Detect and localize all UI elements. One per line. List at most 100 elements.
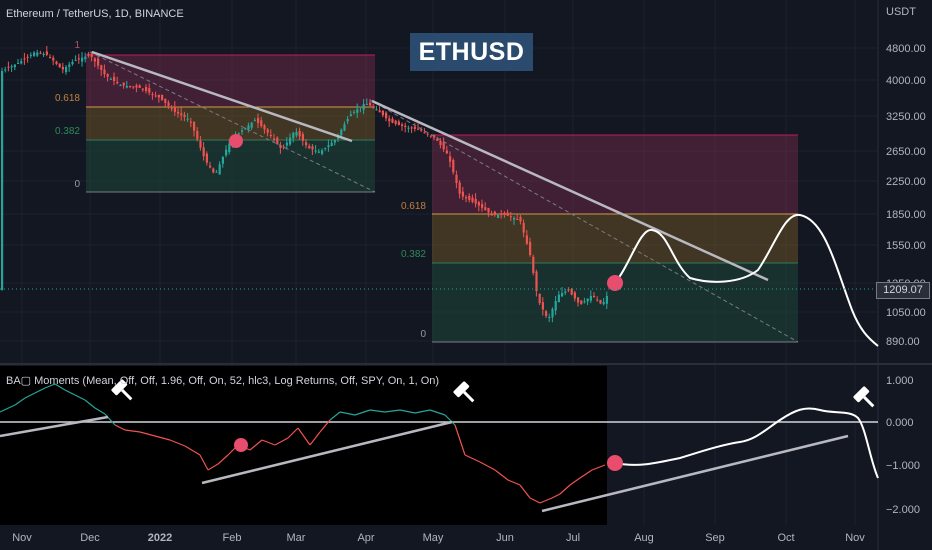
candle-body	[509, 216, 512, 218]
candle-body	[404, 125, 407, 128]
osc-trendline-1	[0, 415, 109, 438]
candle-body	[61, 66, 64, 70]
candle-body	[561, 293, 564, 297]
oscillator-segment	[261, 439, 276, 446]
candle-body	[605, 296, 608, 304]
oscillator-marker-1	[234, 438, 248, 452]
candle-body	[465, 197, 468, 199]
fib-level-label: 0.382	[401, 249, 426, 260]
oscillator-segment	[339, 411, 356, 416]
oscillator-segment	[0, 404, 16, 413]
candle-body	[551, 309, 554, 318]
candle-body	[58, 63, 61, 68]
candle-body	[436, 138, 439, 141]
candle-body	[532, 256, 535, 273]
oscillator-segment	[309, 431, 321, 446]
candle-body	[45, 51, 48, 55]
candle-body	[413, 126, 416, 129]
candle-body	[557, 294, 560, 303]
candle-body	[119, 85, 122, 87]
oscillator-segment	[539, 497, 553, 504]
candle-body	[484, 207, 487, 211]
price-axis-tick: 4800.00	[886, 43, 926, 55]
candle-body	[125, 86, 128, 88]
x-axis-tick: Apr	[357, 532, 374, 544]
candle-body	[250, 122, 253, 128]
candle-body	[292, 132, 295, 139]
candle-body	[359, 106, 362, 108]
candle-body	[538, 293, 541, 304]
oscillator-segment	[154, 435, 171, 441]
candle-body	[4, 69, 7, 71]
x-axis-tick: Sep	[705, 532, 725, 544]
oscillator-segment	[494, 469, 509, 481]
candle-body	[324, 147, 327, 149]
oscillator-segment	[287, 427, 299, 439]
candle-body	[237, 133, 240, 135]
candle-body	[193, 121, 196, 131]
candle-body	[199, 140, 202, 148]
x-axis-tick: Nov	[12, 532, 32, 544]
candle-body	[461, 191, 464, 197]
candle-body	[13, 64, 16, 68]
oscillator-segment	[274, 437, 289, 446]
candle-body	[417, 128, 420, 130]
candle-body	[583, 301, 586, 303]
candle-body	[205, 153, 208, 163]
price-axis-tick: 890.00	[886, 336, 920, 348]
candle-body	[135, 85, 138, 88]
oscillator-axis-tick: −2.000	[886, 504, 920, 516]
candle-body	[503, 212, 506, 215]
oscillator-segment	[569, 477, 581, 486]
candle-body	[167, 102, 170, 106]
candle-body	[132, 86, 135, 88]
price-axis-tick: 1550.00	[886, 240, 926, 252]
candle-body	[506, 212, 509, 216]
candle-body	[513, 218, 516, 220]
candle-body	[215, 171, 218, 173]
title-badge: ETHUSD	[410, 33, 533, 71]
oscillator-segment	[479, 461, 496, 471]
candle-body	[529, 241, 532, 255]
candle-body	[55, 61, 58, 64]
oscillator-segment	[124, 429, 141, 433]
x-axis-tick: Nov	[845, 532, 865, 544]
oscillator-axis-tick: −1.000	[886, 460, 920, 472]
candle-body	[586, 298, 589, 302]
candle-body	[519, 216, 522, 222]
candle-body	[391, 118, 394, 123]
oscillator-segment	[84, 399, 96, 409]
candle-body	[196, 130, 199, 140]
candle-body	[333, 140, 336, 143]
candle-body	[308, 145, 311, 149]
candle-body	[106, 74, 109, 77]
candle-body	[589, 296, 592, 301]
candle-body	[477, 202, 480, 206]
oscillator-segment	[384, 409, 401, 413]
candle-body	[257, 117, 260, 123]
candle-body	[442, 142, 445, 150]
candle-body	[429, 135, 432, 137]
oscillator-segment	[169, 439, 186, 447]
oscillator-segment	[207, 463, 219, 471]
candle-body	[321, 150, 324, 154]
candle-body	[87, 53, 90, 56]
gavel-icon	[853, 386, 875, 408]
candle-body	[554, 301, 557, 311]
oscillator-axis-tick: 0.000	[886, 417, 914, 429]
candle-body	[29, 54, 32, 56]
candle-body	[161, 94, 164, 100]
price-axis-tick: 1850.00	[886, 209, 926, 221]
candle-body	[151, 94, 154, 96]
oscillator-segment	[319, 419, 331, 433]
candle-body	[381, 110, 384, 116]
candle-body	[349, 114, 352, 117]
candle-body	[103, 69, 106, 75]
oscillator-segment	[14, 397, 26, 406]
candle-body	[279, 145, 282, 148]
oscillator-segment	[464, 454, 481, 463]
price-axis-tick: 3250.00	[886, 111, 926, 123]
oscillator-segment	[64, 389, 76, 396]
oscillator-segment	[507, 479, 521, 486]
